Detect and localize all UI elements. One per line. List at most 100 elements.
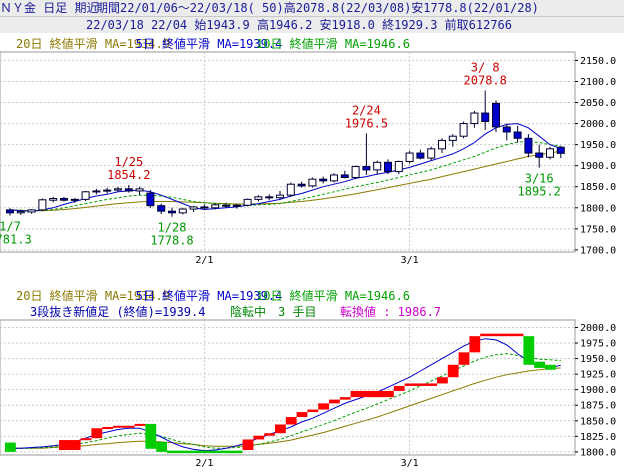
candle-body: [114, 188, 122, 191]
y-tick-label: 1750.0: [580, 224, 616, 235]
plot-area: [0, 319, 576, 456]
candle-body: [470, 112, 479, 125]
candle-body: [6, 209, 14, 214]
candlestick-panel: 1700.0 1750.0 1800.0 1850.0 1900.0 1950.0 2000…: [0, 36, 616, 266]
last-bar-summary: 22/03/18 22/04 始1943.9 高1946.2 安1918.0 終…: [0, 17, 624, 33]
candle-body: [81, 191, 90, 200]
y-tick-label: 2000.0: [580, 119, 616, 130]
candle-body: [168, 210, 176, 214]
candle-body: [524, 137, 533, 154]
break-brick: [134, 423, 146, 426]
candle-body: [286, 183, 295, 196]
break-brick: [296, 412, 308, 418]
candle-body: [308, 178, 317, 187]
break-brick: [167, 450, 243, 454]
trough-date-label: 1/28: [158, 221, 187, 235]
candle-body: [502, 126, 511, 133]
y-tick-label: 2100.0: [580, 77, 616, 88]
break-brick: [91, 428, 103, 439]
break-brick: [113, 425, 135, 428]
break-brick: [145, 423, 157, 449]
candle-body: [70, 198, 79, 201]
candle-body: [38, 199, 47, 211]
ma10-line: [9, 140, 561, 212]
break-brick: [156, 441, 167, 452]
break-brick: [318, 403, 329, 410]
break-brick: [5, 442, 16, 452]
candle-body: [222, 204, 230, 207]
break-brick: [404, 383, 437, 386]
break-brick: [480, 333, 524, 337]
break-brick: [545, 364, 556, 370]
y-tick-label: 1800.0: [580, 447, 616, 458]
y-tick-label: 1950.0: [580, 354, 616, 365]
break-brick: [534, 361, 545, 368]
candle-body: [49, 198, 58, 201]
peak-date-label: 2/24: [352, 103, 381, 117]
candle-body: [373, 161, 382, 171]
ma5-line: [10, 338, 561, 452]
y-tick-label: 1700.0: [580, 245, 616, 256]
candle-body: [254, 196, 263, 200]
candle-body: [416, 152, 425, 159]
legend-entry: 5日 終値平滑 MA=1939.4: [136, 36, 283, 51]
candle-body: [178, 208, 187, 214]
candle-body: [492, 102, 500, 128]
break-brick: [393, 385, 405, 391]
trough-value-label: 1781.3: [0, 233, 32, 247]
candle-body: [200, 206, 209, 209]
break-brick: [253, 435, 265, 440]
candle-body: [16, 211, 25, 214]
break-brick: [275, 424, 286, 434]
trough-value-label: 1895.2: [518, 185, 561, 199]
y-tick-label: 1975.0: [580, 339, 616, 350]
candle-body: [276, 194, 284, 199]
candle-body: [243, 198, 252, 206]
x-tick-label: 2/1: [195, 458, 213, 469]
trough-value-label: 1778.8: [150, 234, 193, 248]
peak-date-label: 3/ 8: [471, 60, 500, 74]
candle-body: [448, 135, 457, 141]
y-tick-label: 1850.0: [580, 182, 616, 193]
candle-body: [513, 131, 522, 139]
ma10-line: [10, 353, 561, 449]
candle-body: [405, 152, 414, 162]
candle-body: [60, 198, 68, 201]
chart-header: ＮＹ金 日足 期近期間22/01/06～22/03/18( 50)高2078.8…: [0, 0, 624, 17]
legend-entry: 5日 終値平滑 MA=1939.4: [136, 288, 283, 303]
legend-entry: 10日 終値平滑 MA=1946.6: [256, 36, 410, 51]
x-tick-label: 3/1: [401, 458, 419, 469]
status-reversal-value: 転換値 : 1986.7: [340, 304, 441, 319]
candle-body: [351, 166, 360, 178]
break-brick: [80, 438, 92, 441]
ma5-line: [9, 123, 561, 212]
candle-body: [103, 189, 112, 192]
plot-area: [0, 51, 576, 253]
candle-body: [92, 190, 101, 193]
status-trend: 陰転中 3 手目: [230, 304, 316, 319]
period-summary: 期間22/01/06～22/03/18( 50)高2078.8(22/03/08…: [96, 1, 539, 15]
break-brick: [329, 399, 340, 404]
candle-body: [438, 139, 446, 150]
x-tick-label: 3/1: [401, 255, 419, 266]
candle-body: [157, 205, 166, 212]
candle-body: [189, 206, 198, 210]
break-brick: [285, 417, 297, 425]
y-tick-label: 2050.0: [580, 98, 616, 109]
candle-body: [546, 148, 554, 158]
status-method: 3段抜き新値足 (終値)=1939.4: [30, 304, 205, 319]
y-tick-label: 1900.0: [580, 385, 616, 396]
candle-body: [340, 174, 349, 178]
candle-body: [135, 188, 144, 192]
y-tick-label: 2000.0: [580, 323, 616, 334]
candle-body: [394, 160, 403, 173]
break-brick: [59, 440, 81, 451]
candle-body: [211, 204, 220, 209]
peak-value-label: 1976.5: [345, 116, 388, 130]
break-brick: [350, 390, 394, 398]
break-brick: [339, 397, 351, 400]
candle-body: [297, 183, 306, 187]
candle-body: [319, 178, 328, 182]
break-brick: [469, 336, 481, 353]
